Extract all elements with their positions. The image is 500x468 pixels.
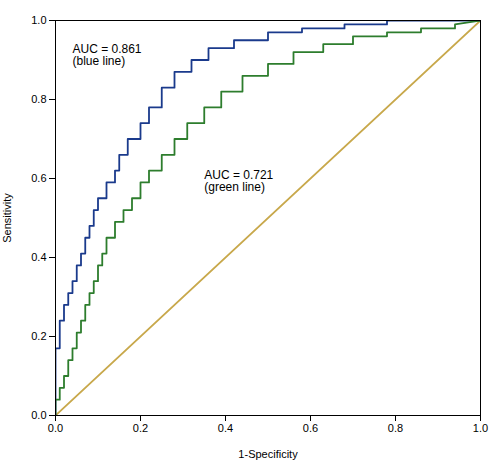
svg-text:AUC = 0.721(green line): AUC = 0.721(green line) [204, 168, 273, 194]
svg-text:0.2: 0.2 [133, 422, 148, 434]
svg-text:1-Specificity: 1-Specificity [238, 448, 298, 460]
svg-text:1.0: 1.0 [31, 14, 46, 26]
svg-text:0.4: 0.4 [31, 251, 46, 263]
svg-text:0.2: 0.2 [31, 330, 46, 342]
svg-text:Sensitivity: Sensitivity [1, 193, 13, 243]
svg-text:0.4: 0.4 [218, 422, 233, 434]
svg-text:0.6: 0.6 [31, 172, 46, 184]
svg-text:0.8: 0.8 [31, 93, 46, 105]
svg-text:0.0: 0.0 [31, 409, 46, 421]
svg-text:0.6: 0.6 [303, 422, 318, 434]
svg-text:0.0: 0.0 [48, 422, 63, 434]
svg-text:1.0: 1.0 [473, 422, 488, 434]
svg-text:0.8: 0.8 [388, 422, 403, 434]
svg-text:AUC = 0.861(blue line): AUC = 0.861(blue line) [73, 42, 142, 68]
